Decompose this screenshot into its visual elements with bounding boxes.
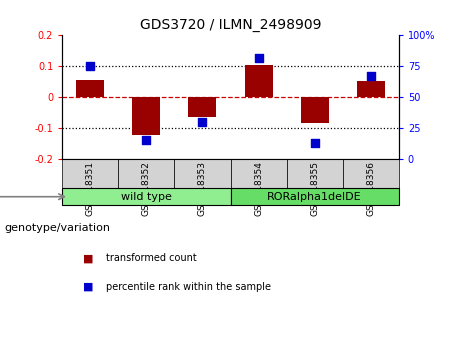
Text: GSM518352: GSM518352 <box>142 161 151 216</box>
Text: RORalpha1delDE: RORalpha1delDE <box>267 192 362 202</box>
Bar <box>118 159 174 188</box>
Text: genotype/variation: genotype/variation <box>5 223 111 233</box>
Bar <box>244 65 272 97</box>
Text: wild type: wild type <box>121 192 172 202</box>
Point <box>255 55 262 61</box>
Text: GSM518353: GSM518353 <box>198 161 207 216</box>
Bar <box>230 159 287 188</box>
Bar <box>301 97 329 123</box>
Bar <box>76 80 104 97</box>
Bar <box>343 159 399 188</box>
Text: GSM518356: GSM518356 <box>366 161 375 216</box>
Bar <box>357 81 385 97</box>
Text: percentile rank within the sample: percentile rank within the sample <box>106 282 271 292</box>
Bar <box>174 159 230 188</box>
Text: ■: ■ <box>83 282 94 292</box>
Bar <box>287 159 343 188</box>
Text: ■: ■ <box>83 253 94 263</box>
Bar <box>62 159 118 188</box>
Point <box>87 63 94 69</box>
Text: transformed count: transformed count <box>106 253 197 263</box>
Title: GDS3720 / ILMN_2498909: GDS3720 / ILMN_2498909 <box>140 18 321 32</box>
Point <box>199 119 206 124</box>
Bar <box>132 97 160 136</box>
Point <box>311 140 318 145</box>
Point <box>142 137 150 143</box>
Bar <box>62 188 230 205</box>
Bar <box>230 188 399 205</box>
Point <box>367 73 374 79</box>
Bar <box>189 97 217 117</box>
Text: GSM518354: GSM518354 <box>254 161 263 216</box>
Text: GSM518351: GSM518351 <box>86 161 95 216</box>
Text: GSM518355: GSM518355 <box>310 161 319 216</box>
